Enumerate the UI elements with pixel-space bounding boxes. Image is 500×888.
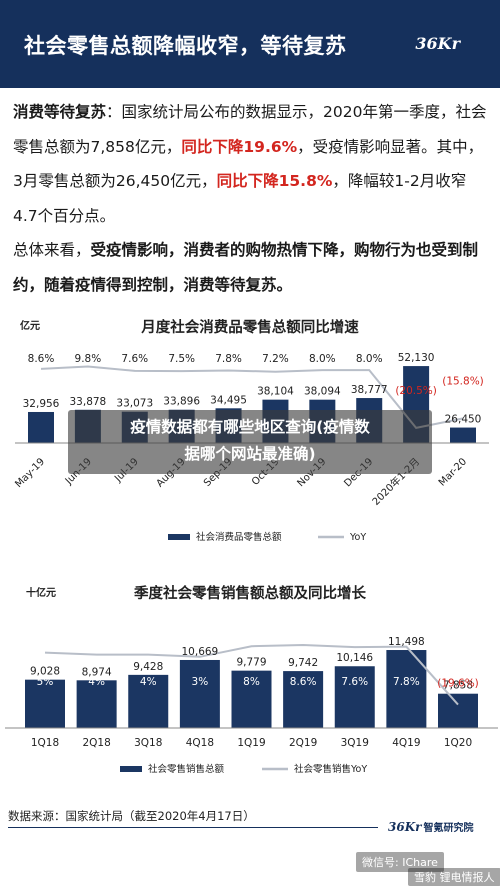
watermark-wechat: 微信号: IChare: [356, 852, 444, 872]
chart-bar-value-label: 10,146: [336, 652, 373, 664]
chart-yoy-label: (15.8%): [442, 375, 484, 387]
chart-yoy-line: [40, 365, 464, 429]
chart-x-tick-label: 1Q18: [31, 737, 59, 749]
chart-x-tick-label: 4Q19: [392, 737, 420, 749]
chart-yoy-label: 7.8%: [215, 353, 242, 365]
chart-legend-bar-swatch: [120, 766, 142, 772]
chart-bar-value-label: 8,974: [82, 666, 112, 678]
intro-summary-lead: 总体来看，: [13, 241, 91, 259]
intro-summary: 受疫情影响，消费者的购物热情下降，购物行为也受到制约，随着疫情得到控制，消费等待…: [13, 241, 479, 294]
watermark-line-1: 疫情数据都有哪些地区查询(疫情数: [130, 418, 370, 436]
chart-bar: [438, 693, 478, 728]
chart-yoy-label: 3%: [192, 676, 209, 688]
chart-x-tick-label: 1Q20: [444, 737, 472, 749]
chart-yoy-label: (19.6%): [437, 678, 479, 690]
intro-text-a: ：国家统计局公布的数据显示，2020年第一季度，社会零售总额为7,858亿元，: [13, 103, 487, 156]
chart-bar-value-label: 9,779: [236, 657, 266, 669]
chart-bar: [334, 666, 375, 728]
chart-legend-bar-swatch: [168, 534, 190, 540]
chart-x-tick-label: 3Q18: [134, 737, 162, 749]
chart-yoy-label: 7.6%: [341, 676, 368, 688]
chart-bar: [25, 679, 65, 728]
chart-yoy-label: 8.0%: [309, 353, 336, 365]
chart-legend-line-label: 社会零售销售YoY: [294, 763, 367, 775]
header-banner: 社会零售总额降幅收窄，等待复苏 36Kr: [0, 0, 500, 88]
chart-bar-value-label: 26,450: [445, 414, 482, 426]
chart-unit-label: 十亿元: [26, 586, 56, 599]
chart-x-tick-label: May-19: [13, 456, 47, 490]
chart-yoy-label: 7.6%: [121, 353, 148, 365]
intro-text: 消费等待复苏：国家统计局公布的数据显示，2020年第一季度，社会零售总额为7,8…: [13, 95, 489, 302]
chart-yoy-label: 8.6%: [28, 353, 55, 365]
watermark-line-2: 据哪个网站最准确): [184, 445, 316, 463]
chart-x-tick-label: 3Q19: [341, 737, 369, 749]
chart-bar: [76, 680, 117, 728]
chart-yoy-label: 8.6%: [290, 676, 317, 688]
quarterly-retail-chart-svg: 十亿元 季度社会零售销售额总额及同比增长 9,028 8,974 9,428 10,669…: [5, 584, 498, 775]
chart-yoy-label: 7.5%: [168, 353, 195, 365]
chart-x-tick-label: 2Q19: [289, 737, 317, 749]
chart-bar-value-label: 33,073: [116, 398, 153, 410]
chart-yoy-label: 7.2%: [262, 353, 289, 365]
chart-bar-value-label: 11,498: [388, 636, 425, 648]
chart-bar: [179, 659, 220, 728]
chart-bar-value-label: 32,956: [23, 398, 60, 410]
quarterly-retail-chart: 十亿元 季度社会零售销售额总额及同比增长 9,028 8,974 9,428 10,669…: [0, 576, 500, 816]
chart-title: 季度社会零售销售额总额及同比增长: [134, 584, 366, 602]
chart-legend-bar-label: 社会零售销售总额: [148, 763, 225, 775]
chart-bar-value-label: 9,028: [30, 666, 60, 678]
chart-yoy-label: 8%: [243, 676, 260, 688]
chart-x-tick-label: Mar-20: [437, 456, 469, 488]
chart-bar-value-label: 33,896: [163, 396, 200, 408]
intro-highlight-2: 同比下降15.8%: [216, 172, 333, 190]
banner-title: 社会零售总额降幅收窄，等待复苏: [24, 34, 347, 58]
chart-bar-value-label: 7,858: [443, 680, 473, 692]
footer-logo-text: 智氪研究院: [423, 823, 474, 834]
chart-bar: [450, 427, 476, 443]
chart-legend-bar-label: 社会消费品零售总额: [196, 531, 282, 543]
intro-highlight-1: 同比下降19.6%: [181, 137, 298, 156]
chart-title: 月度社会消费品零售总额同比增速: [140, 318, 359, 336]
chart-bar: [231, 670, 272, 728]
brand-logo: 36Kr: [415, 34, 460, 53]
chart-yoy-label: 8.0%: [356, 353, 383, 365]
chart-yoy-label: 9.8%: [75, 353, 102, 365]
chart-yoy-label: 7.8%: [393, 676, 420, 688]
chart-bar: [28, 411, 54, 443]
chart-legend-line-label: YoY: [349, 532, 366, 543]
chart-bar: [128, 674, 169, 728]
chart-bar-value-label: 9,428: [133, 661, 163, 673]
chart-yoy-label: (20.5%): [395, 385, 437, 397]
chart-unit-label: 亿元: [20, 319, 40, 332]
footer-divider: [8, 827, 378, 828]
footer-logo: 36Kr 智氪研究院: [388, 819, 473, 834]
chart-bar-value-label: 52,130: [398, 352, 435, 364]
chart-bar: [283, 671, 324, 728]
chart-bar-value-label: 38,104: [257, 386, 294, 398]
chart-bar-value-label: 34,495: [210, 394, 247, 406]
chart-x-tick-label: 4Q18: [186, 737, 214, 749]
chart-yoy-line: [44, 643, 459, 706]
intro-text-c: ，降幅较1-2月收窄4.7个百分点。: [13, 172, 467, 225]
chart-yoy-label: 4%: [88, 676, 105, 688]
chart-bar-value-label: 38,094: [304, 386, 341, 398]
chart-yoy-label: 5%: [37, 676, 54, 688]
intro-text-b: ，受疫情影响显著。其中，3月零售总额为26,450亿元，: [13, 137, 484, 191]
data-source-note: 数据来源：国家统计局（截至2020年4月17日）: [8, 809, 255, 823]
chart-bar-value-label: 9,742: [288, 657, 318, 669]
chart-bar-value-label: 38,777: [351, 384, 388, 396]
chart-x-tick-label: 1Q19: [237, 737, 265, 749]
watermark-overlay: 疫情数据都有哪些地区查询(疫情数 据哪个网站最准确): [68, 410, 432, 474]
footer-logo-mark: 36Kr: [388, 820, 422, 834]
intro-lead: 消费等待复苏: [13, 103, 107, 121]
chart-bar-value-label: 33,878: [70, 396, 107, 408]
chart-bar-value-label: 10,669: [182, 646, 219, 658]
watermark-account: 雪豹 锂电情报人: [408, 868, 500, 886]
chart-yoy-label: 4%: [140, 676, 157, 688]
chart-x-tick-label: 2Q18: [82, 737, 110, 749]
